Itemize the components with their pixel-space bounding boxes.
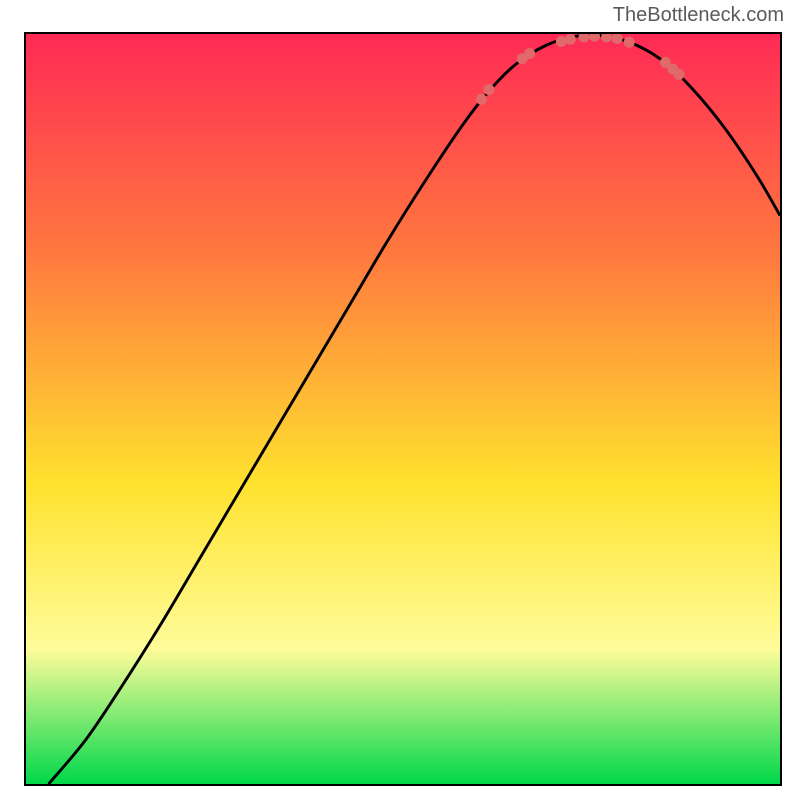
- curve-marker: [624, 37, 635, 48]
- curve-marker: [483, 84, 494, 95]
- bottleneck-curve: [49, 35, 780, 784]
- curve-marker: [578, 32, 589, 42]
- chart-svg: [26, 34, 780, 784]
- curve-marker: [601, 32, 612, 42]
- curve-marker: [589, 32, 600, 42]
- curve-marker: [673, 69, 684, 80]
- chart-container: [24, 32, 782, 786]
- curve-marker: [476, 94, 487, 105]
- curve-marker: [612, 33, 623, 44]
- curve-marker: [524, 48, 535, 59]
- marker-group: [476, 32, 684, 105]
- curve-marker: [565, 34, 576, 45]
- watermark-text: TheBottleneck.com: [613, 4, 784, 27]
